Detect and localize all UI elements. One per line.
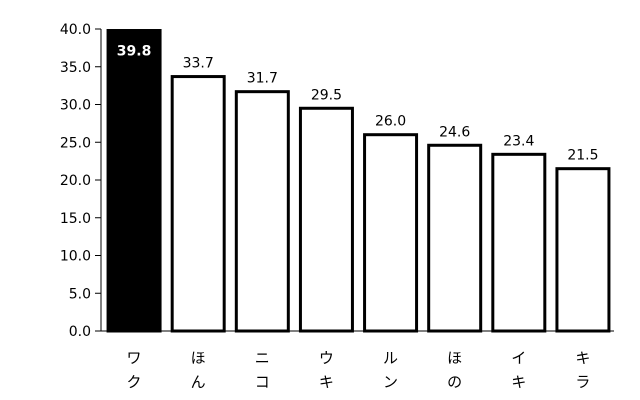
- bar-value-label: 26.0: [375, 114, 406, 130]
- category-label: の: [447, 373, 462, 391]
- bar: [555, 167, 611, 333]
- y-tick-label: 35.0: [60, 60, 91, 76]
- y-tick-label: 30.0: [60, 98, 91, 114]
- bar-value-label: 29.5: [311, 87, 342, 103]
- y-tick-label: 5.0: [69, 286, 91, 302]
- bar: [234, 90, 290, 333]
- category-label: ほ: [191, 349, 206, 367]
- bar-value-label: 24.6: [439, 124, 470, 140]
- category-label: ん: [191, 373, 206, 391]
- y-tick-label: 40.0: [60, 22, 91, 38]
- bar: [491, 152, 547, 333]
- bar-value-label: 31.7: [247, 71, 278, 87]
- category-label: ル: [383, 349, 398, 367]
- category-label: ウ: [319, 349, 334, 367]
- category-label: キ: [511, 373, 526, 391]
- y-tick-label: 20.0: [60, 173, 91, 189]
- category-label: ラ: [575, 373, 590, 391]
- chart-labels: 39.8ワク33.7ほん31.7ニコ29.5ウキ26.0ルン24.6ほの23.4…: [117, 44, 599, 391]
- category-label: キ: [575, 349, 590, 367]
- y-tick-label: 10.0: [60, 249, 91, 265]
- category-label: ニ: [255, 349, 270, 367]
- y-tick-label: 15.0: [60, 211, 91, 227]
- bar-value-label: 39.8: [117, 44, 152, 60]
- bar: [363, 133, 419, 333]
- category-label: ン: [383, 373, 398, 391]
- bar-value-label: 21.5: [567, 148, 598, 164]
- category-label: ワ: [127, 349, 142, 367]
- category-label: イ: [511, 349, 526, 367]
- y-tick-label: 0.0: [69, 324, 91, 340]
- y-tick-label: 25.0: [60, 135, 91, 151]
- category-label: キ: [319, 373, 334, 391]
- bar-value-label: 23.4: [503, 133, 534, 149]
- category-label: コ: [255, 373, 270, 391]
- bar: [298, 106, 354, 333]
- category-label: ク: [127, 373, 142, 391]
- bar: [106, 29, 162, 333]
- bar: [427, 143, 483, 333]
- chart-bars: [106, 29, 611, 333]
- category-label: ほ: [447, 349, 462, 367]
- bar: [170, 75, 226, 333]
- bar-value-label: 33.7: [183, 56, 214, 72]
